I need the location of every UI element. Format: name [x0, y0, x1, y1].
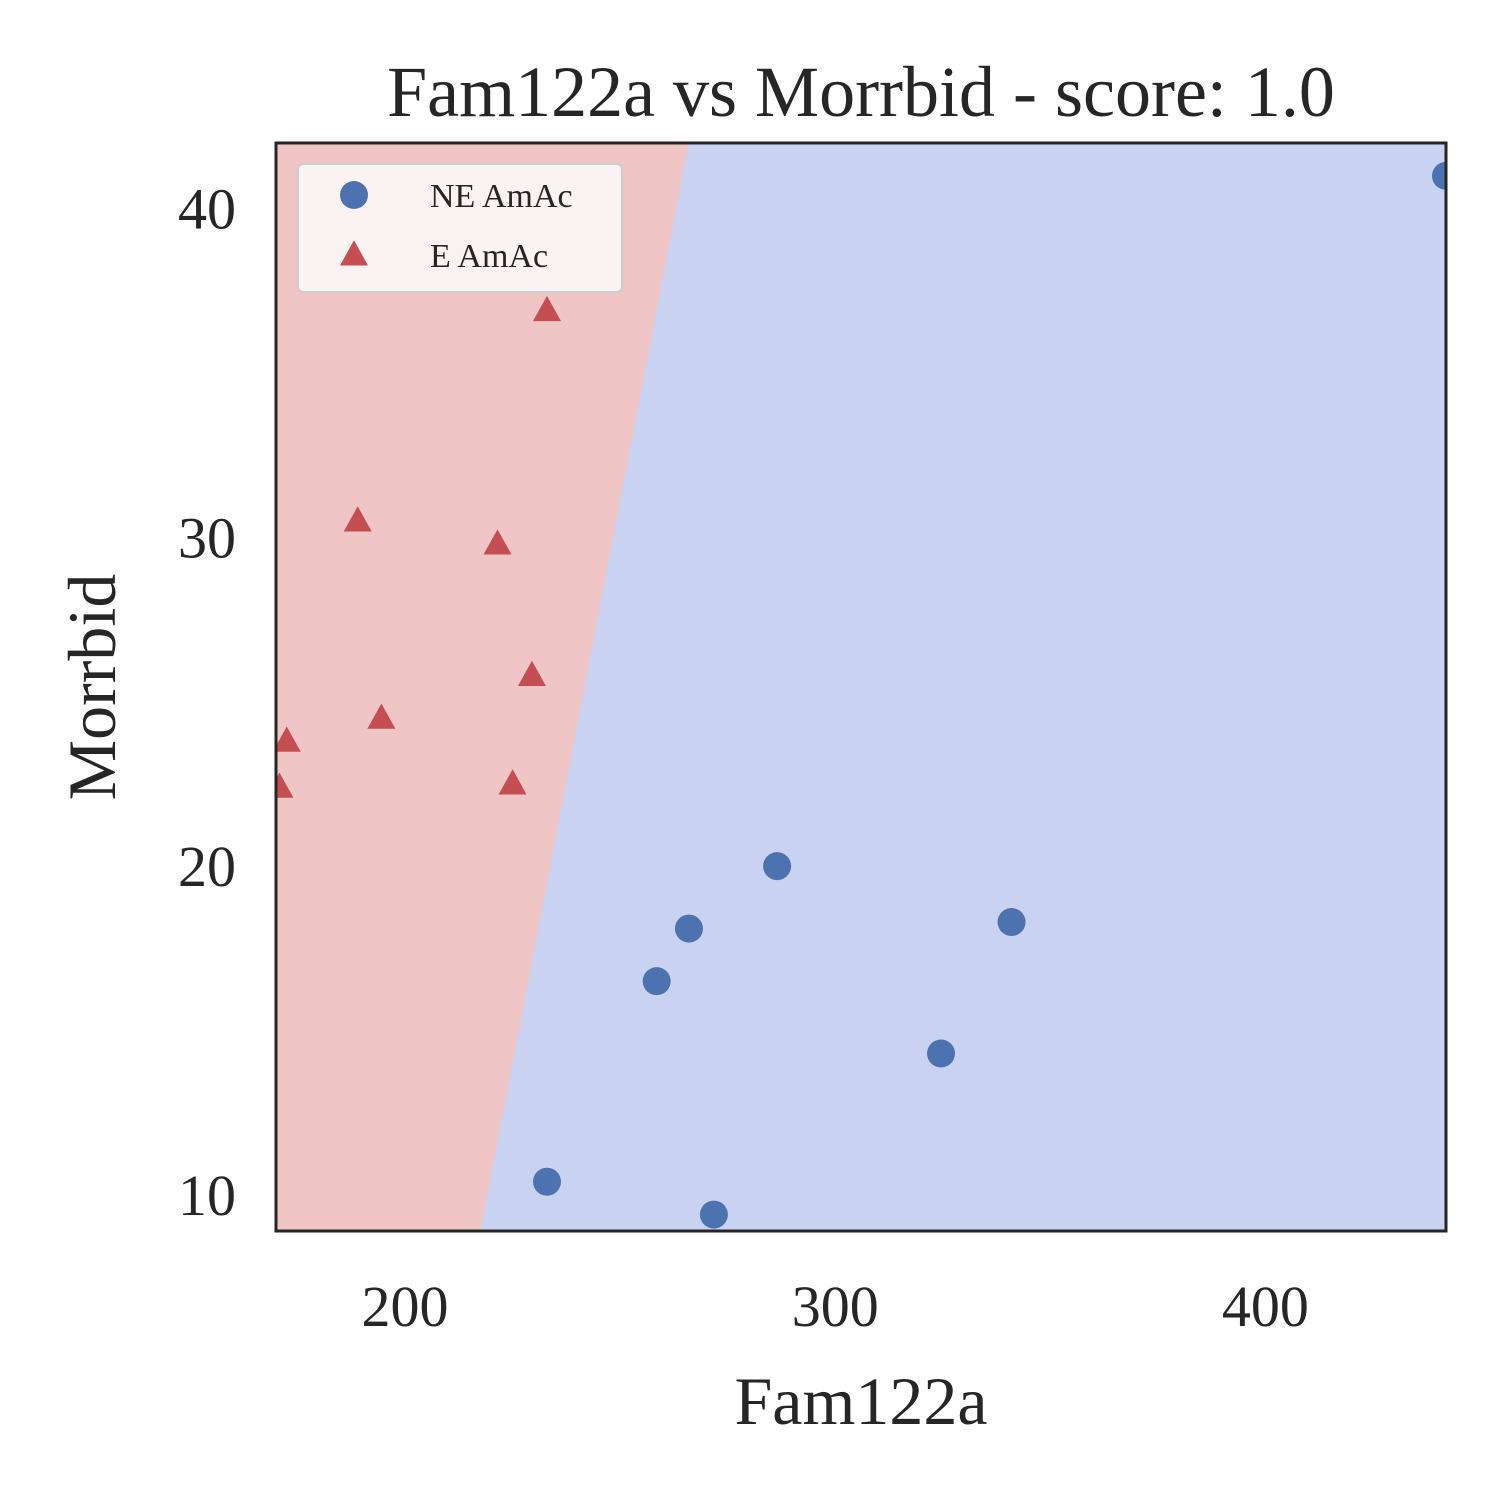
legend-label-ne-amac: NE AmAc [430, 178, 573, 215]
decision-regions [276, 143, 1446, 1231]
x-tick-label-300: 300 [792, 1274, 879, 1339]
x-tick-label-200: 200 [362, 1274, 449, 1339]
point-e-amac-2 [483, 529, 512, 555]
legend-marker-ne-amac [340, 181, 368, 209]
x-tick-label-400: 400 [1222, 1274, 1309, 1339]
point-e-amac-1 [343, 506, 372, 532]
legend-marker-e-amac [340, 240, 368, 266]
y-ticks: 10 20 30 40 [178, 177, 236, 1228]
y-tick-label-20: 20 [178, 834, 236, 899]
chart-title: Fam122a vs Morrbid - score: 1.0 [387, 52, 1335, 132]
data-points [276, 161, 1446, 1229]
region-left [276, 143, 689, 1231]
point-e-amac-5 [276, 726, 301, 752]
point-ne-amac-2 [674, 914, 703, 943]
x-ticks: 200 300 400 [362, 1274, 1309, 1339]
plot-frame [274, 141, 1448, 1233]
point-ne-amac-5 [927, 1039, 956, 1068]
legend-box [297, 163, 623, 293]
x-axis-label: Fam122a [734, 1363, 987, 1439]
y-tick-label-40: 40 [178, 177, 236, 242]
point-ne-amac-1 [763, 852, 792, 881]
plot-area [274, 141, 1448, 1233]
point-e-amac-7 [498, 769, 527, 795]
y-tick-label-30: 30 [178, 505, 236, 570]
point-e-amac-4 [367, 703, 396, 729]
point-e-amac-6 [276, 772, 294, 798]
y-axis-label: Morrbid [54, 574, 130, 801]
point-ne-amac-4 [642, 967, 671, 996]
point-e-amac-3 [517, 660, 546, 686]
legend-label-e-amac: E AmAc [430, 238, 548, 275]
point-e-amac-0 [532, 295, 561, 322]
legend: NE AmAc E AmAc [297, 163, 623, 293]
point-ne-amac-7 [699, 1200, 728, 1229]
point-ne-amac-6 [532, 1167, 561, 1196]
point-ne-amac-0 [1432, 161, 1446, 190]
point-ne-amac-3 [997, 908, 1026, 937]
y-tick-label-10: 10 [178, 1163, 236, 1228]
